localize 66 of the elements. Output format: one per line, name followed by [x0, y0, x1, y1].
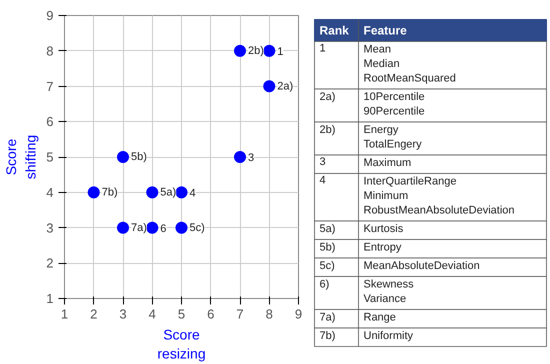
y-tick-label: 7 — [46, 78, 54, 94]
annotation: 5a) — [160, 186, 176, 198]
x-tick-label: 3 — [119, 306, 127, 322]
y-tick-label: 1 — [46, 291, 54, 306]
y-tick-label: 5 — [46, 150, 54, 164]
text: 1 — [320, 42, 326, 54]
annotation: 6 — [160, 222, 166, 235]
annotation: 5b) — [131, 151, 147, 163]
y-tick-label: 4 — [46, 184, 54, 200]
x-axis-title: Score resizing — [157, 326, 206, 362]
text: 5b) — [320, 242, 336, 254]
text: Entropy — [364, 242, 402, 254]
text: Uniformity — [364, 330, 414, 342]
text: Mean Median RootMeanSquared — [364, 44, 456, 84]
text: Rank — [320, 24, 350, 38]
point — [176, 222, 188, 234]
point — [176, 186, 188, 198]
text: Feature — [364, 24, 408, 38]
x-tick-label: 4 — [148, 306, 156, 322]
text: Skewness Variance — [364, 278, 414, 305]
annotation: 2a) — [277, 80, 294, 92]
text: Maximum — [364, 157, 412, 169]
annotation: 7b) — [102, 186, 118, 198]
text: Energy TotalEngery — [364, 124, 422, 150]
annotation: 5c) — [190, 222, 205, 234]
text: InterQuartileRange Minimum RobustMeanAbsoluteDeviation — [364, 176, 515, 216]
x-tick-label: 7 — [236, 306, 244, 322]
text: Kurtosis — [364, 223, 404, 235]
text: 3 — [320, 156, 326, 168]
text: 5c) — [320, 260, 335, 272]
text: 7b) — [320, 330, 336, 342]
text: 5a) — [320, 223, 336, 235]
point — [234, 151, 246, 163]
point — [146, 186, 158, 198]
y-tick-label: 2 — [46, 256, 54, 271]
text: 4 — [320, 174, 326, 186]
point — [234, 44, 246, 57]
annotation: 2b) — [248, 44, 264, 57]
y-axis-title: Score shifting — [3, 134, 38, 180]
x-tick-label: 2 — [90, 306, 98, 322]
point — [263, 44, 276, 57]
text: MeanAbsoluteDeviation — [364, 260, 480, 272]
point — [146, 222, 158, 234]
y-tick-label: 8 — [46, 43, 54, 58]
x-tick-label: 1 — [60, 306, 68, 322]
text: 6) — [320, 278, 330, 290]
x-tick-label: 9 — [294, 306, 302, 322]
point — [117, 151, 129, 163]
x-tick-label: 6 — [207, 306, 214, 322]
y-tick-label: 6 — [46, 114, 54, 130]
annotation: 4 — [190, 187, 196, 200]
x-tick-label: 8 — [266, 306, 273, 322]
text: 2a) — [320, 91, 336, 103]
text: 10Percentile 90Percentile — [364, 91, 425, 118]
annotation: 7a) — [131, 222, 147, 234]
y-tick-label: 9 — [46, 8, 54, 23]
annotation: 3 — [248, 152, 254, 164]
x-tick-label: 5 — [178, 306, 186, 322]
point — [88, 186, 100, 198]
text: 7a) — [320, 312, 336, 324]
point — [117, 222, 129, 234]
text: Range — [364, 312, 396, 324]
point — [263, 80, 276, 92]
text: 2b) — [320, 124, 336, 136]
y-tick-label: 3 — [46, 220, 54, 236]
annotation: 1 — [277, 46, 284, 58]
